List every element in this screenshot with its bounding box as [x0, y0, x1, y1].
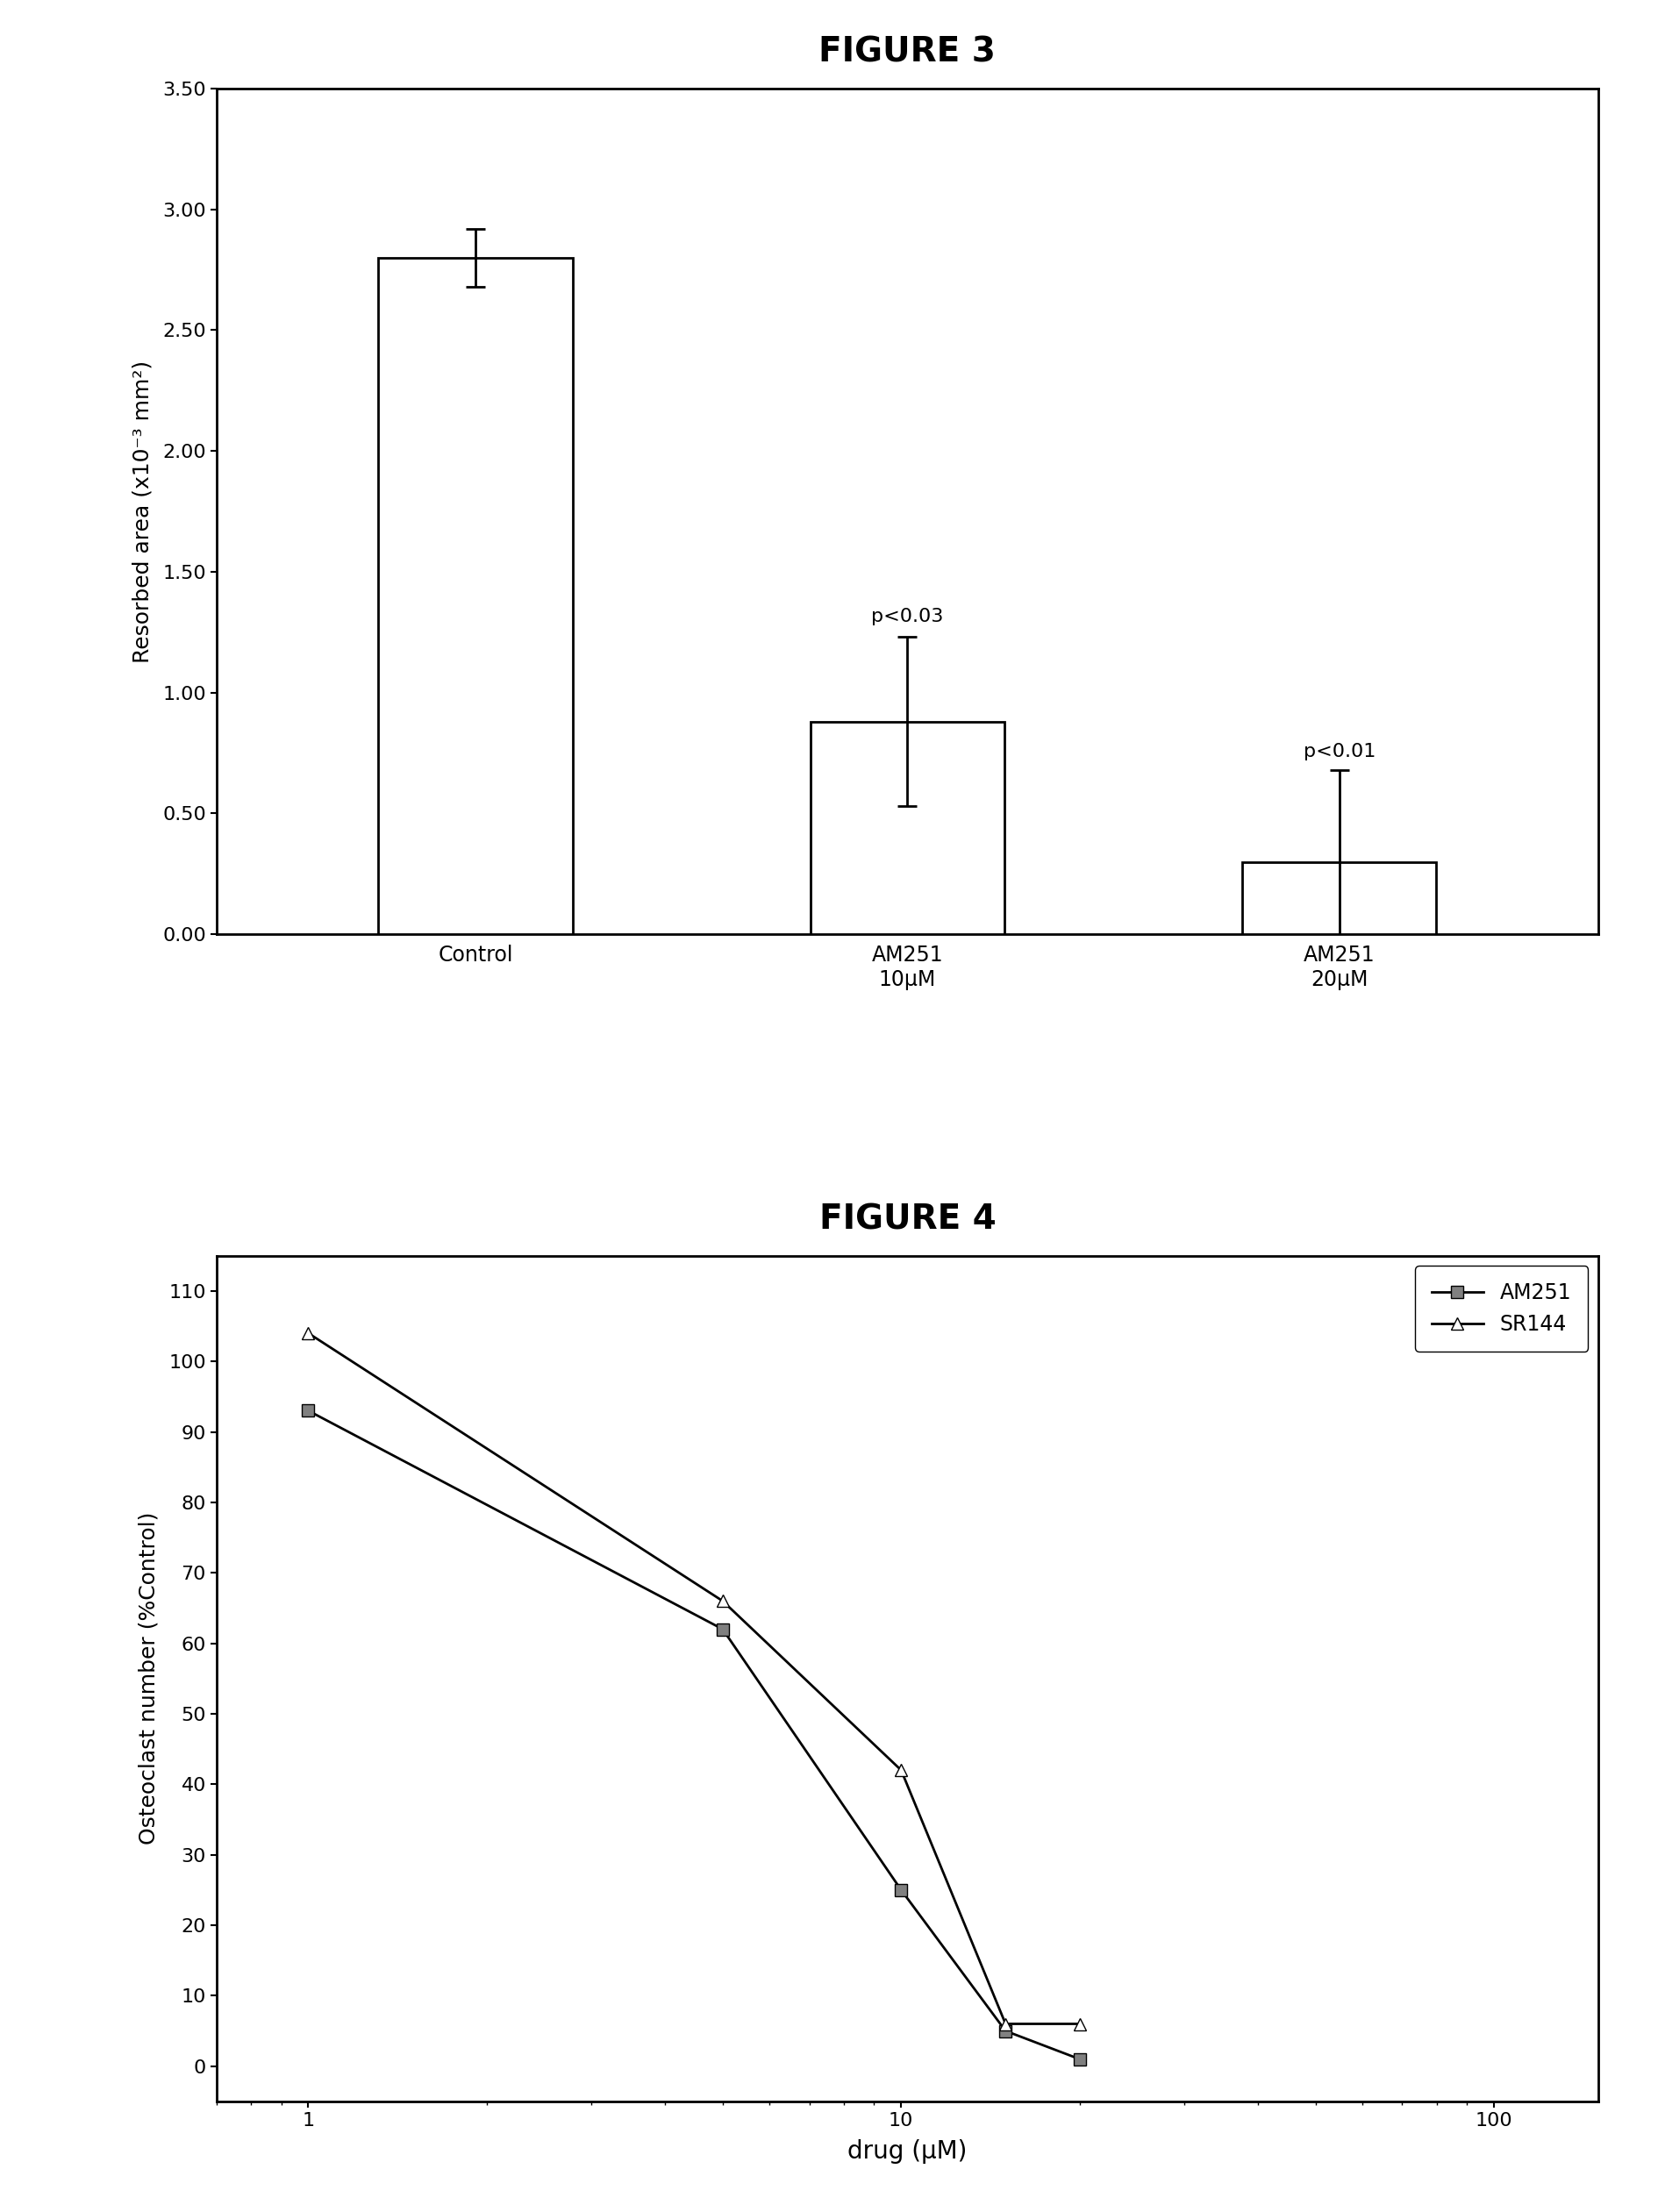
SR144: [713, 1588, 733, 1615]
SR144: [298, 1321, 318, 1347]
X-axis label: drug (μM): drug (μM): [847, 2139, 967, 2163]
SR144: [891, 1756, 911, 1783]
Line: SR144: SR144: [301, 1327, 1086, 2031]
Bar: [811, 721, 1004, 933]
Text: p<0.01: p<0.01: [1304, 743, 1375, 761]
AM251: [1069, 2046, 1089, 2073]
AM251: [996, 2017, 1016, 2044]
SR144: [1069, 2011, 1089, 2037]
Bar: [378, 257, 573, 933]
Y-axis label: Osteoclast number (%Control): Osteoclast number (%Control): [138, 1513, 158, 1845]
Title: FIGURE 4: FIGURE 4: [819, 1203, 996, 1237]
AM251: [891, 1876, 911, 1902]
AM251: [713, 1617, 733, 1644]
Legend: AM251, SR144: AM251, SR144: [1415, 1265, 1588, 1352]
SR144: [996, 2011, 1016, 2037]
Bar: [1242, 863, 1437, 933]
Y-axis label: Resorbed area (x10⁻³ mm²): Resorbed area (x10⁻³ mm²): [132, 361, 153, 664]
Line: AM251: AM251: [301, 1405, 1086, 2066]
Text: p<0.03: p<0.03: [871, 608, 944, 626]
Title: FIGURE 3: FIGURE 3: [819, 35, 996, 69]
AM251: [298, 1398, 318, 1425]
